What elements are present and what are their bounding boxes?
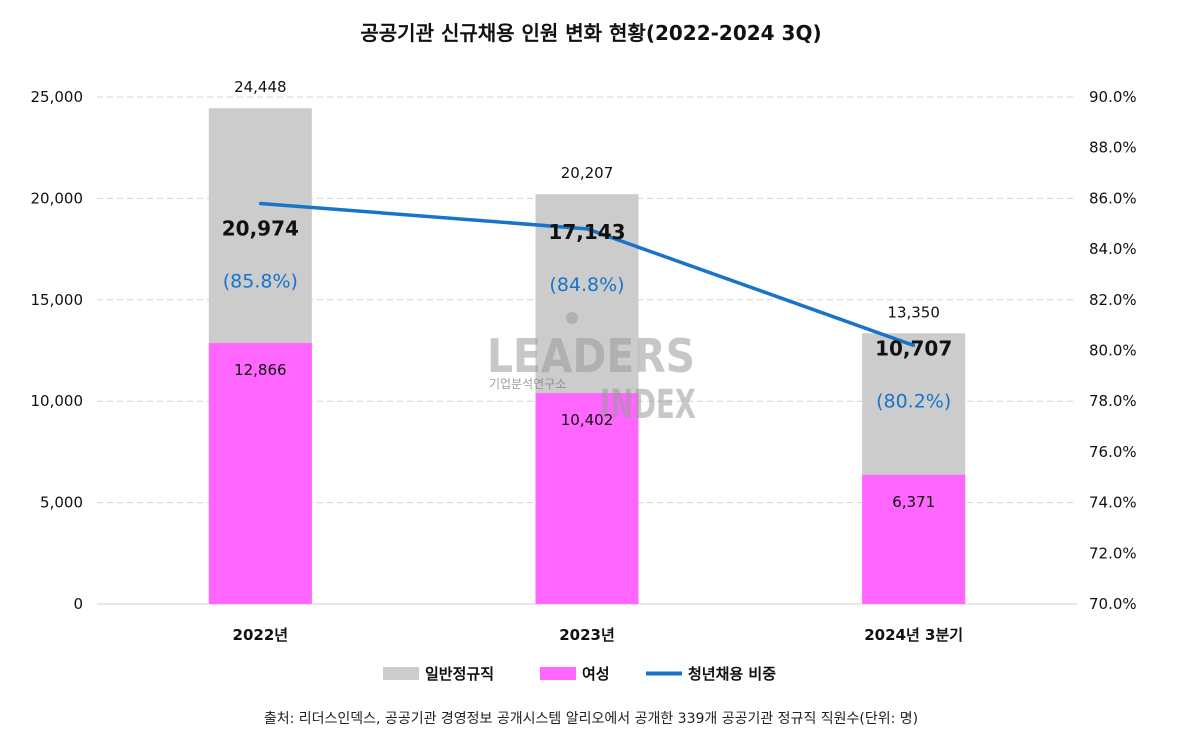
label-youth-share: (85.8%) — [223, 270, 298, 292]
right-tick-label: 80.0% — [1089, 342, 1137, 360]
svg-text:LEADERS: LEADERS — [487, 329, 695, 383]
source-note: 출처: 리더스인덱스, 공공기관 경영정보 공개시스템 알리오에서 공개한 33… — [264, 711, 918, 727]
label-female: 10,402 — [561, 411, 614, 429]
chart-title: 공공기관 신규채용 인원 변화 현황(2022-2024 3Q) — [360, 21, 821, 45]
right-tick-label: 82.0% — [1089, 291, 1137, 309]
data-labels: 24,448 12,866 20,207 10,402 13,350 6,371 20,97… — [222, 78, 953, 511]
right-tick-label: 78.0% — [1089, 392, 1137, 410]
label-youth-share: (80.2%) — [876, 390, 951, 412]
youth-share-point — [585, 227, 589, 231]
left-tick-label: 10,000 — [31, 392, 84, 410]
right-tick-label: 70.0% — [1089, 595, 1137, 613]
label-youth-count: 17,143 — [548, 220, 625, 244]
left-tick-label: 25,000 — [31, 88, 84, 106]
bar-female — [208, 343, 312, 604]
label-youth-count: 10,707 — [875, 336, 952, 360]
legend-item-youth-share: 청년채용 비중 — [646, 665, 776, 683]
left-tick-label: 20,000 — [31, 189, 84, 207]
right-tick-label: 86.0% — [1089, 189, 1137, 207]
youth-share-point — [258, 201, 262, 205]
label-regular-total: 13,350 — [887, 303, 940, 321]
legend-item-regular: 일반정규직 — [383, 665, 494, 683]
right-tick-label: 72.0% — [1089, 544, 1137, 562]
label-regular-total: 24,448 — [234, 78, 287, 96]
label-female: 6,371 — [892, 493, 935, 511]
label-regular-total: 20,207 — [561, 164, 614, 182]
bar-female — [535, 393, 639, 604]
svg-text:여성: 여성 — [582, 665, 610, 683]
svg-text:청년채용 비중: 청년채용 비중 — [688, 665, 776, 683]
label-female: 12,866 — [234, 361, 287, 379]
left-tick-label: 5,000 — [40, 494, 83, 512]
right-axis: 70.0% 72.0% 74.0% 76.0% 78.0% 80.0% 82.0% 84.0%… — [1089, 88, 1137, 613]
legend: 일반정규직 여성 청년채용 비중 — [383, 665, 776, 683]
right-tick-label: 90.0% — [1089, 88, 1137, 106]
youth-share-point — [912, 343, 916, 347]
legend-item-female: 여성 — [540, 665, 610, 683]
bar-female — [862, 474, 966, 604]
bars — [208, 108, 966, 605]
svg-text:기업분석연구소: 기업분석연구소 — [489, 377, 566, 391]
right-tick-label: 76.0% — [1089, 443, 1137, 461]
label-youth-share: (84.8%) — [549, 274, 624, 296]
svg-text:INDEX: INDEX — [600, 382, 696, 428]
left-tick-label: 0 — [73, 595, 83, 613]
category-label: 2024년 3분기 — [864, 626, 963, 644]
watermark-logo: LEADERS 기업분석연구소 INDEX — [487, 312, 696, 428]
label-youth-count: 20,974 — [222, 216, 299, 240]
right-tick-label: 74.0% — [1089, 494, 1137, 512]
category-label: 2022년 — [233, 626, 289, 644]
left-axis: 0 5,000 10,000 15,000 20,000 25,000 — [31, 88, 84, 613]
right-tick-label: 84.0% — [1089, 240, 1137, 258]
category-label: 2023년 — [559, 626, 615, 644]
svg-text:일반정규직: 일반정규직 — [425, 665, 494, 683]
left-tick-label: 15,000 — [31, 291, 84, 309]
category-labels: 2022년 2023년 2024년 3분기 — [233, 626, 964, 644]
right-tick-label: 88.0% — [1089, 139, 1137, 157]
youth-share-line — [258, 201, 916, 348]
